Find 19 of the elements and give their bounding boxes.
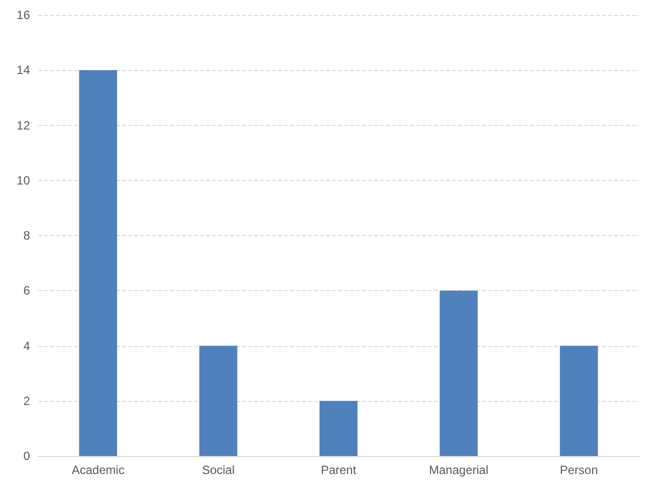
bar (199, 346, 238, 456)
bar (440, 290, 478, 456)
y-tick-label: 6 (23, 284, 30, 298)
bar (320, 400, 358, 456)
y-tick-label: 16 (16, 8, 30, 22)
x-tick-label: Academic (72, 463, 124, 477)
y-tick-label: 14 (16, 63, 30, 78)
y-tick-label: 12 (16, 118, 30, 132)
y-tick-label: 0 (23, 449, 30, 463)
bar (560, 346, 598, 456)
y-tick-label: 10 (16, 173, 30, 188)
x-tick-label: Parent (320, 463, 357, 477)
bar (79, 70, 118, 456)
x-tick-label: Social (202, 463, 235, 477)
y-tick-label: 2 (23, 394, 30, 408)
x-tick-label: Managerial (429, 463, 488, 477)
x-tick-label: Person (560, 463, 598, 477)
y-tick-label: 4 (23, 338, 30, 353)
y-tick-label: 8 (23, 228, 30, 242)
